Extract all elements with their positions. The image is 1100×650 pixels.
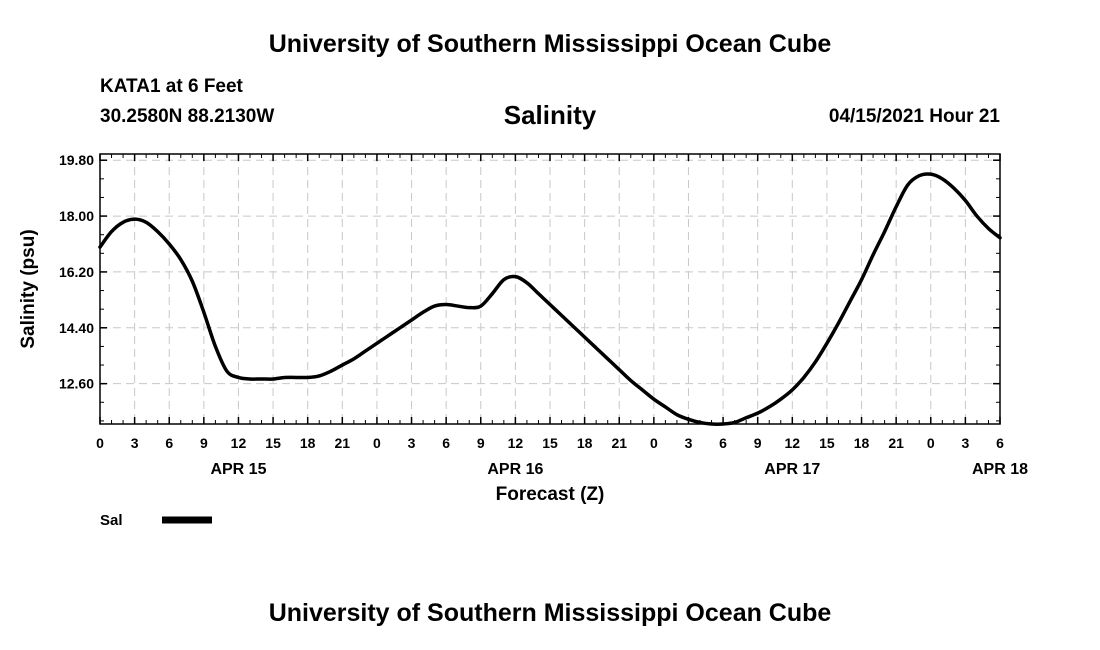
x-tick-label: 18 [577, 435, 593, 451]
x-tick-label: 0 [650, 435, 658, 451]
y-tick-label: 16.20 [59, 264, 94, 280]
x-tick-label: 15 [265, 435, 281, 451]
date-label: APR 17 [764, 461, 820, 478]
x-tick-label: 6 [165, 435, 173, 451]
x-tick-label: 9 [477, 435, 485, 451]
chart-axes: 19.80 18.00 16.20 14.40 12.60 0 3 6 9 12 15 18 21 0 3 6… [59, 152, 1028, 478]
x-tick-label: 18 [854, 435, 870, 451]
footer-title: University of Southern Mississippi Ocean… [268, 599, 832, 627]
y-tick-label: 12.60 [59, 376, 94, 392]
x-tick-label: 21 [335, 435, 351, 451]
chart-grid [100, 154, 1000, 424]
series-line-sal [98, 172, 1002, 426]
x-tick-label: 3 [408, 435, 416, 451]
x-axis-label: Forecast (Z) [496, 484, 605, 505]
x-tick-label: 12 [231, 435, 247, 451]
x-tick-label: 9 [754, 435, 762, 451]
x-tick-label: 3 [961, 435, 969, 451]
y-tick-label: 19.80 [59, 152, 94, 168]
x-tick-label: 12 [508, 435, 524, 451]
variable-title: Salinity [503, 100, 597, 130]
run-time: 04/15/2021 Hour 21 [828, 106, 1000, 127]
x-tick-label: 15 [819, 435, 835, 451]
date-label: APR 16 [487, 461, 543, 478]
y-tick-label: 14.40 [59, 320, 94, 336]
x-tick-label: 0 [96, 435, 104, 451]
x-tick-label: 15 [542, 435, 558, 451]
station-coordinates: 30.2580N 88.2130W [100, 106, 275, 127]
y-tick-label: 18.00 [59, 208, 94, 224]
date-label: APR 18 [972, 461, 1028, 478]
x-tick-label: 6 [442, 435, 450, 451]
page-title: University of Southern Mississippi Ocean… [268, 30, 832, 58]
y-axis-label: Salinity (psu) [18, 229, 39, 348]
x-tick-label: 6 [996, 435, 1004, 451]
x-tick-label: 21 [888, 435, 904, 451]
legend-label-sal: Sal [100, 512, 123, 529]
x-tick-label: 12 [785, 435, 801, 451]
x-tick-label: 21 [611, 435, 627, 451]
date-label: APR 15 [210, 461, 266, 478]
x-tick-label: 18 [300, 435, 316, 451]
x-tick-label: 0 [927, 435, 935, 451]
x-tick-label: 3 [131, 435, 139, 451]
x-tick-label: 3 [685, 435, 693, 451]
x-tick-label: 6 [719, 435, 727, 451]
station-name: KATA1 at 6 Feet [100, 76, 243, 97]
chart-legend: Sal [100, 512, 212, 529]
x-tick-label: 0 [373, 435, 381, 451]
x-tick-label: 9 [200, 435, 208, 451]
